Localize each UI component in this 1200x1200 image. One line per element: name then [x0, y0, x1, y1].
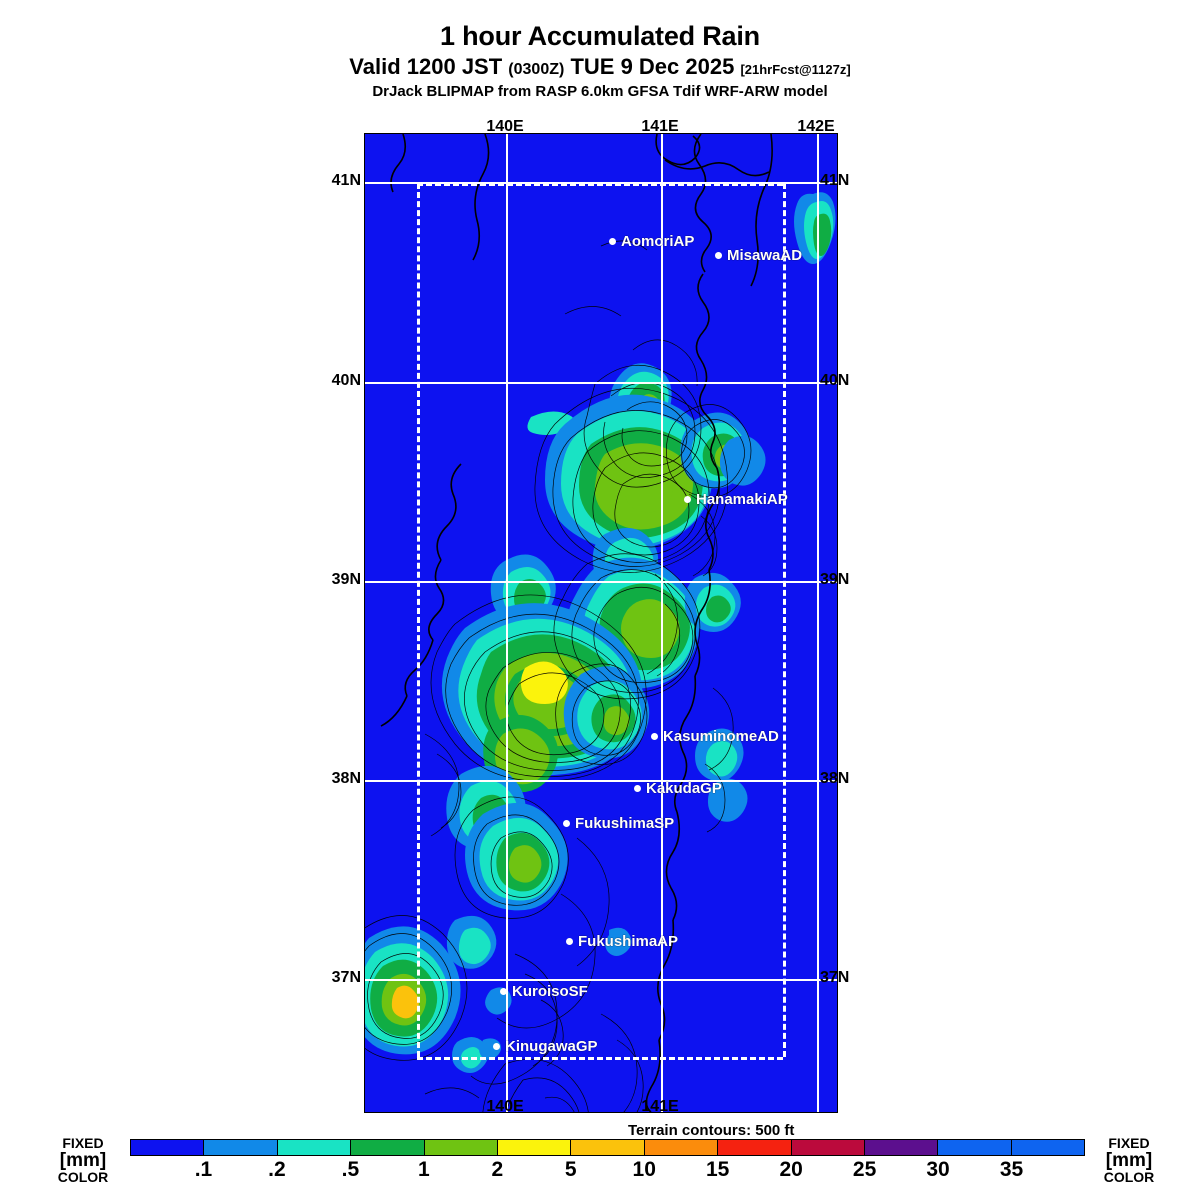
- station-label: KasuminomeAD: [663, 728, 779, 745]
- colorbar-segment: [571, 1140, 645, 1155]
- station-dot-icon: [684, 496, 691, 503]
- colorbar-tick: 15: [706, 1158, 730, 1181]
- station-dot-icon: [651, 733, 658, 740]
- rain-cell-fukushima: [465, 802, 568, 911]
- page-title: 1 hour Accumulated Rain: [440, 21, 760, 51]
- station-dot-icon: [563, 820, 570, 827]
- rain-cell-375: [446, 915, 497, 969]
- colorbar-tick: 30: [926, 1158, 950, 1181]
- lat-label-left-41N: 41N: [331, 172, 361, 189]
- lat-label-left-40N: 40N: [331, 372, 361, 389]
- lon-label-bottom-140E: 140E: [486, 1098, 524, 1115]
- station-label: KakudaGP: [646, 780, 722, 797]
- colorbar[interactable]: [130, 1139, 1085, 1156]
- colorbar-units-right: FIXED [mm] COLOR: [1090, 1136, 1168, 1185]
- gridline-lon-142: [817, 134, 819, 1112]
- rainfall-field: [365, 134, 837, 1112]
- colorbar-segment: [938, 1140, 1012, 1155]
- domain-box-bottom: [417, 1057, 783, 1060]
- terrain-contour-note: Terrain contours: 500 ft: [628, 1122, 795, 1139]
- colorbar-segment: [791, 1140, 865, 1155]
- colorbar-segment: [424, 1140, 498, 1155]
- domain-box-left: [417, 183, 420, 1057]
- valid-time-line: Valid 1200 JST (0300Z) TUE 9 Dec 2025 [2…: [0, 53, 1200, 81]
- lat-label-right-39N: 39N: [820, 571, 850, 588]
- colorbar-segment: [1011, 1140, 1085, 1155]
- colorbar-tick: .2: [268, 1158, 286, 1181]
- lat-label-left-39N: 39N: [331, 571, 361, 588]
- domain-box-top: [417, 183, 783, 186]
- colorbar-fixed-label-left: FIXED: [62, 1135, 104, 1151]
- gridline-lat-39: [365, 581, 837, 583]
- lat-label-right-41N: 41N: [820, 172, 850, 189]
- rain-cell-zao: [563, 666, 650, 759]
- header-block: 1 hour Accumulated Rain Valid 1200 JST (…: [0, 22, 1200, 100]
- lon-label-top-142E: 142E: [797, 118, 835, 135]
- station-label: KinugawaGP: [505, 1038, 598, 1055]
- colorbar-tick: 10: [632, 1158, 656, 1181]
- colorbar-tick: .5: [341, 1158, 360, 1181]
- colorbar-tick: 25: [852, 1158, 877, 1181]
- station-label: FukushimaSP: [575, 815, 675, 832]
- valid-utc: (0300Z): [508, 61, 565, 79]
- colorbar-tick-labels: .1.2.5 1 2 5 10 15 20 25 30 35: [130, 1158, 1085, 1186]
- colorbar-color-label-right: COLOR: [1103, 1169, 1155, 1186]
- lat-label-right-37N: 37N: [820, 969, 850, 986]
- colorbar-tick: 20: [779, 1158, 803, 1181]
- colorbar-segment: [497, 1140, 572, 1155]
- gridline-lat-38: [365, 780, 837, 782]
- rain-cell-nasu: [365, 926, 461, 1055]
- model-line: DrJack BLIPMAP from RASP 6.0km GFSA Tdif…: [372, 82, 828, 100]
- valid-date: TUE 9 Dec 2025: [570, 54, 735, 80]
- station-dot-icon: [634, 785, 641, 792]
- station-dot-icon: [500, 988, 507, 995]
- lon-label-bottom-141E: 141E: [641, 1098, 679, 1115]
- colorbar-segment: [204, 1140, 278, 1155]
- lon-label-top-140E: 140E: [486, 118, 524, 135]
- gridline-lat-37: [365, 979, 837, 981]
- rain-cell-kitakami-main: [545, 394, 714, 551]
- valid-time: Valid 1200 JST: [349, 54, 503, 80]
- colorbar-mm-label-left: [mm]: [59, 1149, 107, 1171]
- gridline-lon-141: [661, 134, 663, 1112]
- colorbar-tick: 5: [564, 1158, 577, 1181]
- station-dot-icon: [566, 938, 573, 945]
- colorbar-fixed-label-right: FIXED: [1108, 1135, 1150, 1151]
- colorbar-segment: [131, 1140, 205, 1155]
- domain-box-right: [783, 183, 786, 1057]
- lat-label-left-38N: 38N: [331, 770, 361, 787]
- lat-label-left-37N: 37N: [331, 969, 361, 986]
- colorbar-tick: 2: [491, 1158, 504, 1181]
- colorbar-color-label-left: COLOR: [57, 1169, 109, 1186]
- colorbar-tick: 35: [999, 1158, 1024, 1181]
- lat-label-right-38N: 38N: [820, 770, 850, 787]
- colorbar-segment: [277, 1140, 352, 1155]
- colorbar-tick: .1: [194, 1158, 213, 1181]
- station-label: KuroisoSF: [512, 983, 588, 1000]
- colorbar-segment: [644, 1140, 719, 1155]
- map-panel[interactable]: AomoriAP MisawaAD HanamakiAP KasuminomeAD Ka…: [364, 133, 838, 1113]
- lat-label-right-40N: 40N: [820, 372, 850, 389]
- station-label: HanamakiAP: [696, 491, 788, 508]
- station-dot-icon: [493, 1043, 500, 1050]
- station-label: FukushimaAP: [578, 933, 679, 950]
- colorbar-mm-label-right: [mm]: [1105, 1149, 1153, 1171]
- station-dot-icon: [715, 252, 722, 259]
- colorbar-segment: [351, 1140, 425, 1155]
- colorbar-tick: 1: [418, 1158, 430, 1181]
- colorbar-segment: [718, 1140, 792, 1155]
- station-label: AomoriAP: [621, 233, 695, 250]
- colorbar-segment: [864, 1140, 939, 1155]
- gridline-lat-40: [365, 382, 837, 384]
- rain-cell-small-patches: [452, 435, 766, 1073]
- station-label: MisawaAD: [727, 247, 803, 264]
- colorbar-units-left: FIXED [mm] COLOR: [44, 1136, 122, 1185]
- lon-label-top-141E: 141E: [641, 118, 679, 135]
- gridline-lon-140: [506, 134, 508, 1112]
- station-dot-icon: [609, 238, 616, 245]
- forecast-tag: [21hrFcst@1127z]: [740, 62, 851, 78]
